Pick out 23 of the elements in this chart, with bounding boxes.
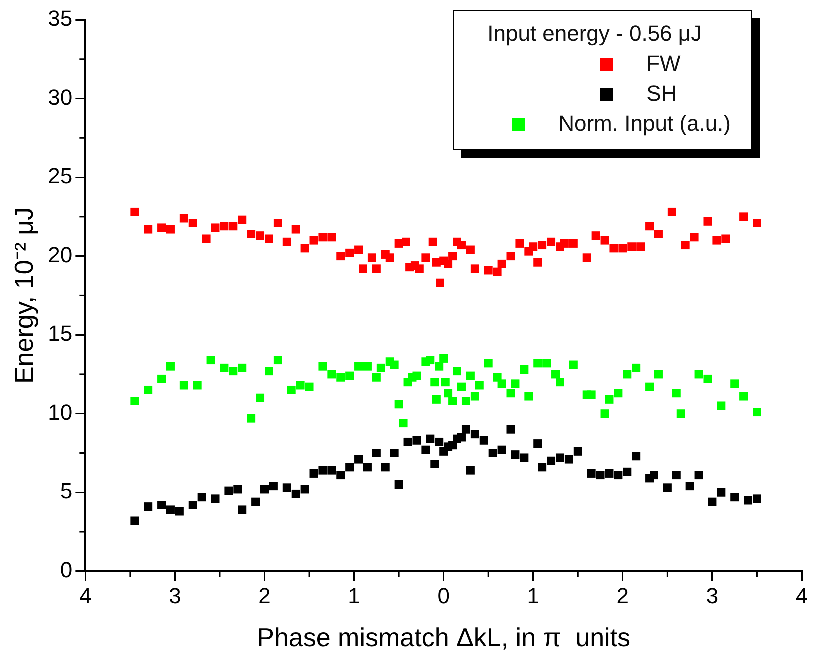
x-tick-label: 1 [348,584,360,609]
x-tick-label: 3 [706,584,719,609]
x-axis-title: Phase mismatch ΔkL, in π units [257,622,631,653]
x-tick-label: 2 [258,584,271,609]
x-tick-label: 1 [527,584,540,609]
y-tick-label: 25 [48,164,73,189]
legend-label: Norm. Input (a.u.) [558,111,731,137]
y-tick-label: 20 [48,242,73,268]
y-tick-label: 15 [48,321,73,346]
x-tick-label: 0 [438,584,450,609]
legend-label: SH [646,81,678,107]
y-tick-label: 30 [48,84,73,110]
y-tick-label: 10 [48,400,73,425]
legend-title: Input energy - 0.56 μJ [488,21,704,47]
x-tick-label: 2 [616,584,630,609]
x-tick-label: 3 [169,584,182,609]
legend-label: FW [646,51,681,77]
x-tick-label: 4 [796,584,808,609]
y-tick-label: 0 [60,557,73,582]
y-axis-title: Energy, 10⁻² μJ [8,207,39,384]
x-tick-label: 4 [80,584,92,609]
y-tick-label: 35 [48,6,73,32]
y-tick-label: 5 [60,478,73,504]
